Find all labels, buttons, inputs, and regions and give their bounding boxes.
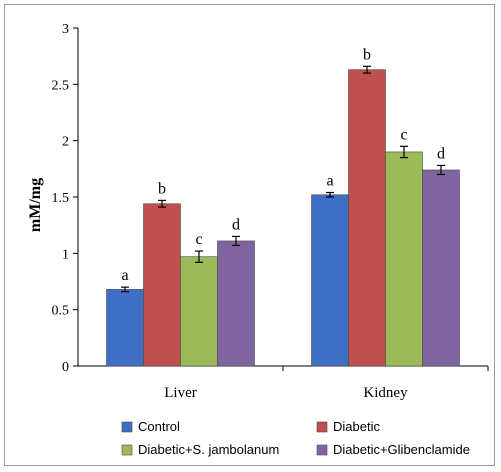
y-tick-label: 1 [62, 247, 69, 262]
bar [385, 151, 423, 367]
legend-swatch [316, 444, 328, 456]
significance-label: b [363, 46, 371, 63]
legend-entry-label: Diabetic+Glibenclamide [333, 442, 470, 457]
legend-entry-label: Control [138, 419, 180, 434]
bar [180, 256, 218, 367]
significance-label: d [232, 216, 240, 233]
y-tick-label: 0.5 [52, 304, 70, 319]
legend-swatch [121, 444, 133, 456]
bar [106, 289, 144, 367]
legend-entry-label: Diabetic [333, 419, 380, 434]
significance-label: a [326, 172, 333, 189]
significance-label: b [158, 180, 166, 197]
bar [348, 69, 386, 367]
legend-swatch [121, 421, 133, 433]
bar [217, 240, 255, 367]
bar [311, 194, 349, 367]
y-tick-label: 1.5 [52, 191, 70, 206]
x-category-label: Liver [164, 385, 196, 401]
significance-label: c [195, 231, 202, 248]
legend-entry-label: Diabetic+S. jambolanum [138, 442, 279, 457]
bar [422, 169, 460, 367]
significance-label: a [121, 267, 128, 284]
y-tick-label: 3 [62, 22, 69, 37]
y-tick-label: 0 [62, 360, 69, 375]
y-axis-label: mM/mg [27, 178, 44, 232]
legend: Control Diabetic Diabetic+S. jambolanum Dia… [121, 419, 470, 457]
legend-swatch [316, 421, 328, 433]
plot-area: 0 0.5 1 1.5 2 2.5 3 a b c d Liver a b c d Kidney [52, 22, 489, 401]
y-tick-label: 2 [62, 135, 69, 150]
significance-label: d [437, 145, 445, 162]
significance-label: c [400, 126, 407, 143]
chart-frame: mM/mg 0 0.5 1 1.5 2 2.5 3 a b c d Liver a b c d Kidney C… [4, 4, 495, 466]
y-tick-label: 2.5 [52, 78, 70, 93]
bar [143, 203, 181, 367]
bar-chart: mM/mg 0 0.5 1 1.5 2 2.5 3 a b c d Liver a b c d Kidney C… [27, 22, 489, 457]
x-category-label: Kidney [363, 385, 408, 401]
